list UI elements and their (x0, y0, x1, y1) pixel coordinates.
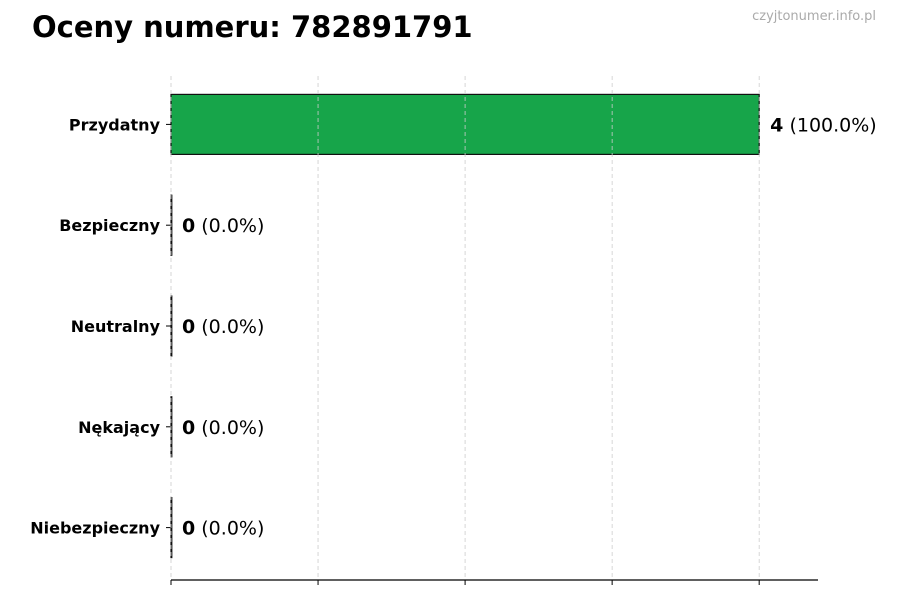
data-label-percent: (0.0%) (195, 215, 264, 237)
data-label-percent: (0.0%) (195, 417, 264, 439)
y-tick-label: Neutralny (71, 317, 161, 336)
y-tick-label: Nękający (78, 418, 160, 437)
bar (170, 93, 760, 156)
bar (170, 295, 173, 357)
data-label-percent: (100.0%) (783, 114, 876, 136)
data-label-percent: (0.0%) (195, 518, 264, 540)
data-label-value: 0 (182, 518, 195, 540)
data-label-value: 0 (182, 316, 195, 338)
data-label-value: 4 (770, 114, 783, 136)
data-label: 0 (0.0%) (182, 518, 264, 540)
y-tick-label: Przydatny (69, 115, 161, 134)
data-label-percent: (0.0%) (195, 316, 264, 338)
watermark: czyjtonumer.info.pl (752, 9, 876, 24)
data-label: 0 (0.0%) (182, 417, 264, 439)
data-label-value: 0 (182, 215, 195, 237)
data-label-value: 0 (182, 417, 195, 439)
data-label: 4 (100.0%) (770, 114, 877, 136)
chart-title: Oceny numeru: 782891791 (32, 10, 473, 44)
data-label: 0 (0.0%) (182, 215, 264, 237)
y-tick-label: Bezpieczny (59, 216, 160, 235)
y-tick-label: Niebezpieczny (30, 519, 160, 538)
data-label: 0 (0.0%) (182, 316, 264, 338)
